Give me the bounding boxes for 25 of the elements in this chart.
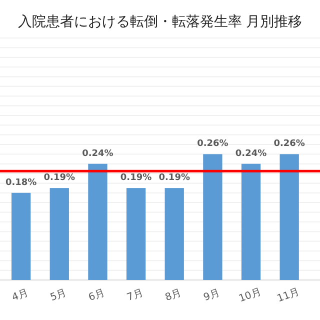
bar	[11, 192, 31, 280]
x-tick-label: 9月	[202, 288, 222, 304]
data-label: 0.18%	[5, 178, 37, 188]
x-tick-label: 8月	[164, 288, 184, 304]
bar	[126, 188, 146, 280]
x-tick-label: 6月	[87, 288, 106, 304]
x-tick-label: 7月	[126, 288, 145, 304]
data-label: 0.19%	[44, 173, 76, 184]
x-tick-label: 10月	[238, 286, 263, 305]
bar	[164, 188, 184, 280]
data-label: 0.24%	[82, 148, 114, 159]
data-label: 0.19%	[120, 173, 152, 184]
bar	[241, 164, 261, 280]
data-label: 0.26%	[197, 139, 228, 150]
bar	[50, 188, 69, 280]
data-label: 0.19%	[158, 173, 190, 184]
x-tick-label: 11月	[276, 286, 302, 305]
data-label: 0.24%	[235, 148, 267, 159]
x-tick-label: 4月	[10, 288, 30, 304]
data-label: 0.26%	[274, 139, 305, 150]
x-tick-label: 5月	[48, 288, 68, 304]
chart-title: 入院患者における転倒・転落発生率 月別推移	[18, 14, 302, 30]
bar	[280, 154, 299, 280]
bar	[203, 154, 222, 280]
bar	[88, 164, 108, 280]
